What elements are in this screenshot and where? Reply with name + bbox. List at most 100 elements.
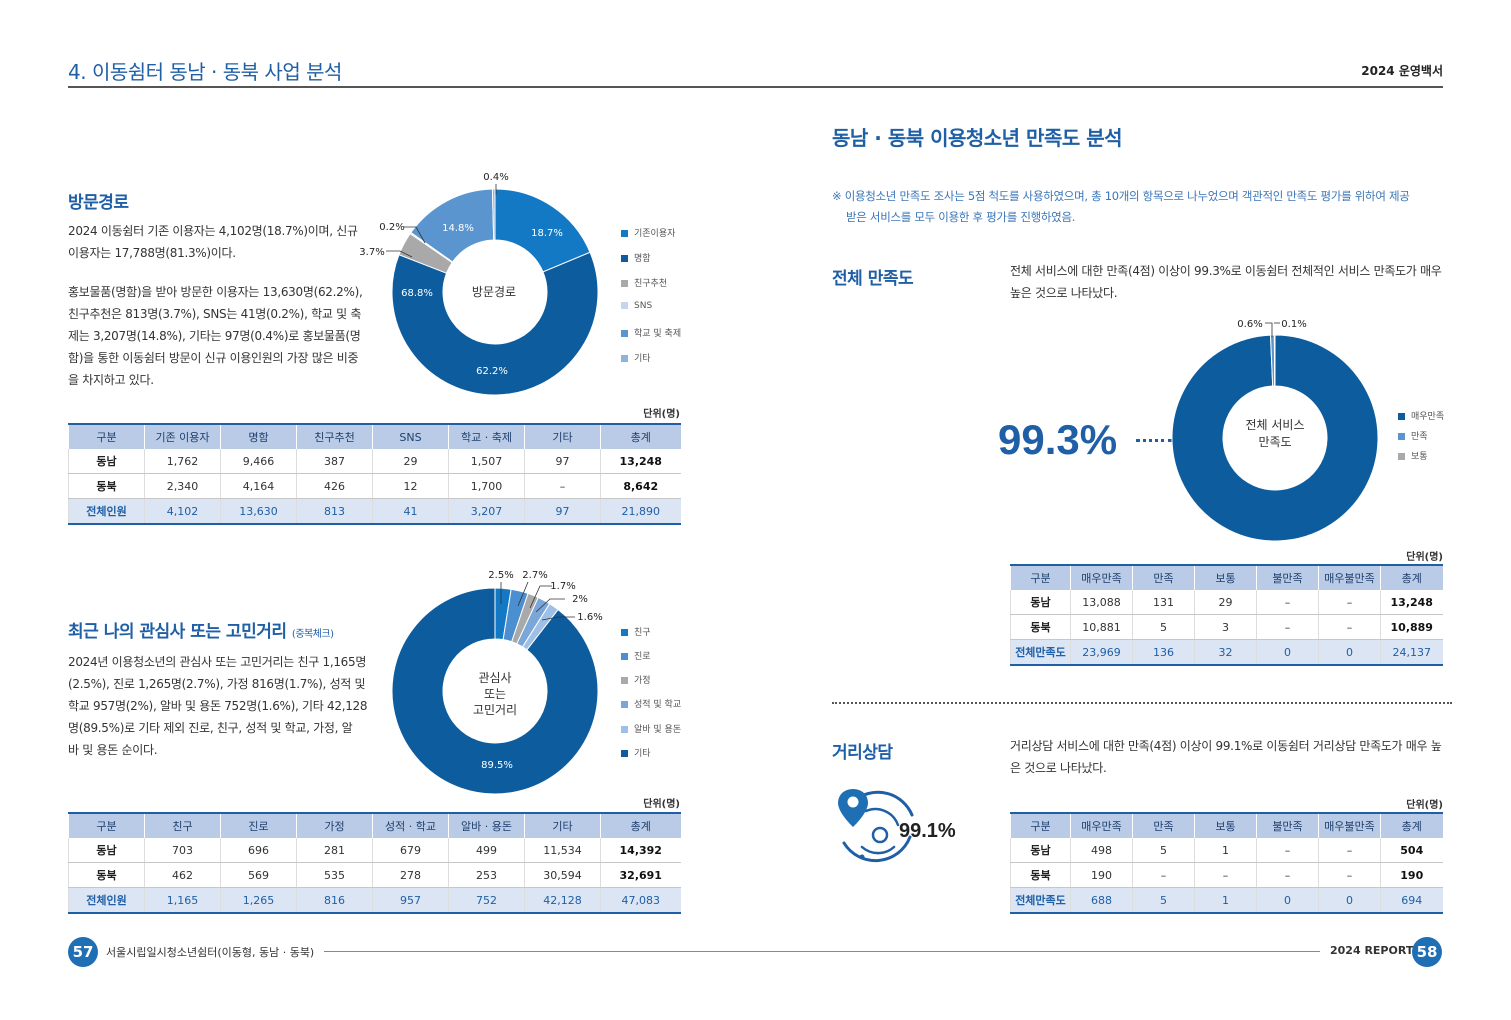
legend-swatch	[1398, 433, 1405, 440]
table-header-row: 구분 친구 진로 가정 성적 · 학교 알바 · 용돈 기타 총계	[68, 812, 681, 838]
legend-item: 보통	[1398, 449, 1428, 462]
table-cell: 679	[372, 838, 449, 863]
table-cell: 동북	[1010, 862, 1071, 888]
table-cell: 13,088	[1070, 590, 1133, 615]
data-label-other: 89.5%	[481, 760, 513, 771]
text-line: 명(89.5%)로 기타 제외 진로, 친구, 성적 및 학교, 가정, 알	[68, 721, 353, 735]
table-cell: 동남	[68, 838, 145, 863]
footer-divider	[324, 951, 1320, 952]
concern-center-label-1: 관심사	[478, 671, 511, 685]
visit-table: 구분 기존 이용자 명함 친구추천 SNS 학교 · 축제 기타 총계 동남 1…	[68, 423, 681, 525]
data-label-other: 0.4%	[483, 172, 508, 183]
data-label-career: 2.7%	[522, 570, 547, 581]
table-cell: 1,165	[144, 887, 221, 914]
legend-item: 기타	[621, 351, 651, 364]
text-line: ※ 이용청소년 만족도 조사는 5점 척도를 사용하였으며, 총 10개의 항목…	[832, 189, 1410, 203]
overall-section-title: 전체 만족도	[832, 269, 914, 289]
left-page-number: 57	[68, 937, 98, 967]
text-line: 함)을 통한 이동쉼터 방문이 신규 이용인원의 가장 많은 비중	[68, 351, 359, 365]
table-cell: 253	[448, 862, 525, 888]
legend-item: SNS	[621, 301, 652, 311]
table-cell: 전체만족도	[1010, 639, 1071, 666]
table-cell: 10,889	[1380, 614, 1443, 640]
table-cell: –	[1318, 590, 1381, 615]
table-cell: 1,762	[144, 449, 221, 474]
concern-title-text: 최근 나의 관심사 또는 고민거리	[68, 622, 287, 642]
table-cell: 13,630	[220, 498, 297, 525]
table-header: 불만족	[1256, 564, 1319, 590]
table-row: 동남 1,762 9,466 387 29 1,507 97 13,248	[68, 449, 681, 474]
table-cell: –	[1256, 614, 1319, 640]
table-row: 전체만족도 688 5 1 0 0 694	[1010, 887, 1443, 914]
table-cell: 동남	[1010, 590, 1071, 615]
street-section-title: 거리상담	[832, 743, 893, 763]
legend-swatch	[621, 255, 628, 262]
table-cell: –	[1318, 862, 1381, 888]
donut-slice-6	[491, 188, 496, 241]
table-cell: 0	[1256, 639, 1319, 666]
street-desc: 거리상담 서비스에 대한 만족(4점) 이상이 99.1%로 이동쉼터 거리상담…	[1010, 735, 1450, 779]
table-row: 전체만족도 23,969 136 32 0 0 24,137	[1010, 639, 1443, 666]
table-cell: 5	[1132, 887, 1195, 914]
table-cell: 4,164	[220, 473, 297, 499]
concern-donut-chart: 관심사 또는 고민거리 2.5% 2.7% 1.7% 2% 1.6% 89.5%	[391, 570, 603, 795]
data-label-friend: 3.7%	[360, 247, 385, 258]
text-line: 바 및 용돈 순이다.	[68, 743, 158, 757]
table-cell: 569	[220, 862, 297, 888]
legend-item: 학교 및 축제	[621, 326, 681, 339]
text-line: (2.5%), 진로 1,265명(2.7%), 가정 816명(1.7%), …	[68, 677, 366, 691]
table-header-row: 구분 매우만족 만족 보통 불만족 매우불만족 총계	[1010, 564, 1443, 590]
data-label-school: 14.8%	[442, 223, 474, 234]
data-label-sns: 0.2%	[379, 222, 404, 233]
table-cell: 9,466	[220, 449, 297, 474]
legend-swatch	[621, 302, 628, 309]
data-label-satisfied: 0.6%	[1237, 319, 1262, 330]
table-cell: –	[1132, 862, 1195, 888]
legend-item: 친구추천	[621, 276, 667, 289]
table-cell: 694	[1380, 887, 1443, 914]
legend-item: 명함	[621, 251, 651, 264]
table-cell: 278	[372, 862, 449, 888]
legend-item: 성적 및 학교	[621, 697, 681, 710]
table-header: 총계	[600, 423, 681, 449]
table-cell: 30,594	[524, 862, 601, 888]
table-cell: 동북	[68, 473, 145, 499]
legend-swatch	[621, 355, 628, 362]
text-line: 학교 957명(2%), 알바 및 용돈 752명(1.6%), 기타 42,1…	[68, 699, 368, 713]
visit-donut-chart: 방문경로 18.7% 62.2% 14.8% 68.8% 0.4% 0.2% 3…	[360, 172, 599, 396]
table-header: 친구추천	[296, 423, 373, 449]
table-cell: 499	[448, 838, 525, 863]
table-header: 매우만족	[1070, 812, 1133, 838]
concern-table: 구분 친구 진로 가정 성적 · 학교 알바 · 용돈 기타 총계 동남 703…	[68, 812, 681, 914]
table-cell: 535	[296, 862, 373, 888]
table-cell: 29	[1194, 590, 1257, 615]
table-cell: 47,083	[600, 887, 681, 914]
table-cell: 5	[1132, 614, 1195, 640]
text-line: 받은 서비스를 모두 이용한 후 평가를 진행하였음.	[846, 210, 1076, 224]
legend-swatch	[621, 629, 628, 636]
table-header: 기타	[524, 812, 601, 838]
text-line: 친구추천은 813명(3.7%), SNS는 41명(0.2%), 학교 및 축	[68, 307, 362, 321]
legend-swatch	[621, 750, 628, 757]
legend-label: 학교 및 축제	[634, 329, 682, 339]
leader-line	[517, 581, 529, 607]
legend-item: 기존이용자	[621, 226, 675, 239]
overall-desc: 전체 서비스에 대한 만족(4점) 이상이 99.3%로 이동쉼터 전체적인 서…	[1010, 260, 1450, 304]
table-header: 명함	[220, 423, 297, 449]
table-cell: –	[1318, 838, 1381, 863]
visit-para-2: 홍보물품(명함)을 받아 방문한 이용자는 13,630명(62.2%), 친구…	[68, 281, 368, 391]
concern-para: 2024년 이용청소년의 관심사 또는 고민거리는 친구 1,165명 (2.5…	[68, 651, 368, 761]
table-cell: 29	[372, 449, 449, 474]
table-cell: 전체인원	[68, 498, 145, 525]
table-cell: 813	[296, 498, 373, 525]
text-line: 홍보물품(명함)을 받아 방문한 이용자는 13,630명(62.2%),	[68, 285, 363, 299]
legend-label: 기타	[634, 354, 651, 364]
table-cell: 5	[1132, 838, 1195, 863]
legend-item: 기타	[621, 746, 651, 759]
table-cell: 0	[1318, 887, 1381, 914]
table-cell: 13,248	[600, 449, 681, 474]
legend-swatch	[1398, 413, 1405, 420]
text-line: 2024년 이용청소년의 관심사 또는 고민거리는 친구 1,165명	[68, 655, 367, 669]
legend-swatch	[1398, 453, 1405, 460]
location-pin-icon	[838, 789, 914, 863]
